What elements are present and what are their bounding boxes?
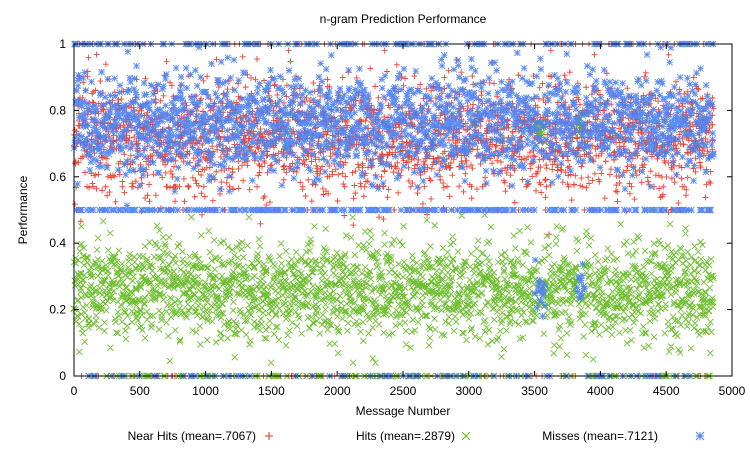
legend-hits: Hits (mean=.2879) bbox=[356, 429, 471, 443]
legend-label: Misses (mean=.7121) bbox=[542, 429, 658, 443]
x-tick-label: 4500 bbox=[653, 384, 680, 398]
y-tick-label: 0.2 bbox=[49, 303, 66, 317]
legend: Near Hits (mean=.7067) Hits (mean=.2879) M… bbox=[128, 429, 705, 443]
x-tick-label: 1500 bbox=[258, 384, 285, 398]
y-tick-label: 0.6 bbox=[49, 170, 66, 184]
y-axis-label: Performance bbox=[16, 175, 30, 244]
y-tick-label: 0.8 bbox=[49, 103, 66, 117]
legend-marker bbox=[265, 432, 273, 440]
x-tick-label: 2000 bbox=[324, 384, 351, 398]
legend-near-hits: Near Hits (mean=.7067) bbox=[128, 429, 273, 443]
x-tick-label: 2500 bbox=[390, 384, 417, 398]
legend-label: Hits (mean=.2879) bbox=[356, 429, 455, 443]
x-tick-label: 5000 bbox=[719, 384, 746, 398]
x-tick-label: 0 bbox=[71, 384, 78, 398]
y-tick-label: 0 bbox=[59, 369, 66, 383]
x-tick-label: 3000 bbox=[455, 384, 482, 398]
x-axis-label: Message Number bbox=[356, 404, 451, 418]
x-tick-label: 3500 bbox=[521, 384, 548, 398]
x-tick-label: 4000 bbox=[587, 384, 614, 398]
plot-marks bbox=[70, 40, 717, 380]
legend-label: Near Hits (mean=.7067) bbox=[128, 429, 256, 443]
y-tick-label: 0.4 bbox=[49, 236, 66, 250]
x-tick-label: 1000 bbox=[192, 384, 219, 398]
legend-marker bbox=[695, 431, 705, 441]
axis-ticks: 0 500 1000 1500 2000 2500 3000 3500 4000 4500 5000… bbox=[49, 37, 745, 398]
chart-title: n-gram Prediction Performance bbox=[320, 12, 487, 26]
legend-misses: Misses (mean=.7121) bbox=[542, 429, 705, 443]
x-tick-label: 500 bbox=[130, 384, 150, 398]
y-tick-label: 1 bbox=[59, 37, 66, 51]
legend-marker bbox=[461, 431, 471, 441]
